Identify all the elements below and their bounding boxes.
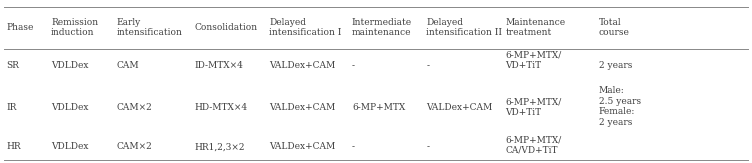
Text: -: - — [352, 142, 355, 151]
Text: ID-MTX×4: ID-MTX×4 — [194, 61, 243, 70]
Text: Intermediate
maintenance: Intermediate maintenance — [352, 18, 412, 37]
Text: Delayed
intensification I: Delayed intensification I — [269, 18, 341, 37]
Text: -: - — [426, 142, 429, 151]
Text: HR1,2,3×2: HR1,2,3×2 — [194, 142, 244, 151]
Text: Early
intensification: Early intensification — [117, 18, 183, 37]
Text: SR: SR — [6, 61, 19, 70]
Text: VALDex+CAM: VALDex+CAM — [269, 142, 335, 151]
Text: 6-MP+MTX/
CA/VD+TiT: 6-MP+MTX/ CA/VD+TiT — [505, 135, 562, 155]
Text: Maintenance
treatment: Maintenance treatment — [505, 18, 566, 37]
Text: Total
course: Total course — [599, 18, 629, 37]
Text: Delayed
intensification II: Delayed intensification II — [426, 18, 502, 37]
Text: CAM: CAM — [117, 61, 139, 70]
Text: 6-MP+MTX/
VD+TiT: 6-MP+MTX/ VD+TiT — [505, 51, 562, 70]
Text: HD-MTX×4: HD-MTX×4 — [194, 103, 247, 112]
Text: 6-MP+MTX: 6-MP+MTX — [352, 103, 405, 112]
Text: 2 years: 2 years — [599, 61, 632, 70]
Text: -: - — [426, 61, 429, 70]
Text: VDLDex: VDLDex — [51, 61, 89, 70]
Text: CAM×2: CAM×2 — [117, 142, 153, 151]
Text: Phase: Phase — [6, 23, 33, 32]
Text: CAM×2: CAM×2 — [117, 103, 153, 112]
Text: VDLDex: VDLDex — [51, 142, 89, 151]
Text: VDLDex: VDLDex — [51, 103, 89, 112]
Text: HR: HR — [6, 142, 20, 151]
Text: IR: IR — [6, 103, 17, 112]
Text: Consolidation: Consolidation — [194, 23, 257, 32]
Text: Male:
2.5 years
Female:
2 years: Male: 2.5 years Female: 2 years — [599, 86, 641, 127]
Text: VALDex+CAM: VALDex+CAM — [426, 103, 493, 112]
Text: 6-MP+MTX/
VD+TiT: 6-MP+MTX/ VD+TiT — [505, 98, 562, 117]
Text: Remission
induction: Remission induction — [51, 18, 99, 37]
Text: VALDex+CAM: VALDex+CAM — [269, 61, 335, 70]
Text: VALDex+CAM: VALDex+CAM — [269, 103, 335, 112]
Text: -: - — [352, 61, 355, 70]
